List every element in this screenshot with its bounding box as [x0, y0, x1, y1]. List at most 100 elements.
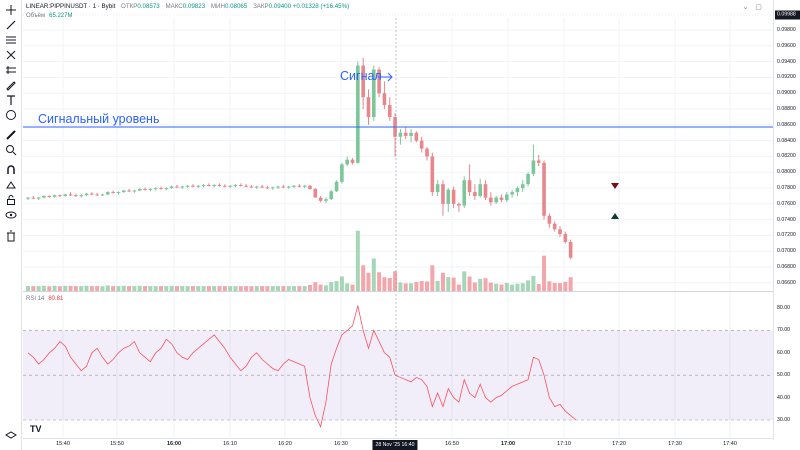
- candle-body: [478, 184, 482, 197]
- time-tick: 16:00: [166, 441, 182, 447]
- ruler-icon[interactable]: [3, 127, 19, 143]
- volume-bar: [26, 286, 30, 291]
- lock-drawings-icon[interactable]: [3, 177, 19, 193]
- candle-body: [74, 195, 78, 197]
- candle-body: [260, 186, 264, 188]
- candle-body: [84, 193, 89, 196]
- volume-bar: [371, 258, 376, 291]
- rsi-tick: 60.00: [777, 349, 790, 356]
- candle-body: [42, 196, 46, 198]
- candle-body: [297, 185, 302, 187]
- volume-bar: [206, 286, 211, 291]
- volume-bar: [260, 286, 265, 291]
- volume-bar: [323, 285, 328, 291]
- open-label: ОТКР: [121, 3, 138, 10]
- crosshair-icon[interactable]: [3, 2, 19, 18]
- candle-body: [31, 197, 36, 199]
- trendline-icon[interactable]: [3, 17, 19, 33]
- price-tick: 0.09600: [777, 42, 796, 49]
- time-tick: 17:40: [723, 441, 737, 447]
- volume-bar: [84, 285, 89, 291]
- volume-bar: [478, 278, 483, 291]
- candle-body: [292, 185, 296, 187]
- volume-bar: [552, 282, 557, 291]
- price-tick: 0.09200: [777, 74, 796, 81]
- pane-separator[interactable]: [23, 291, 773, 292]
- time-axis[interactable]: 15:40 15:50 16:00 16:10 16:20 16:30 16:50 17:00…: [23, 438, 773, 450]
- candle-body: [558, 229, 562, 234]
- volume-bar: [488, 282, 493, 291]
- text-icon[interactable]: [3, 92, 19, 108]
- close-label: ЗАКР: [253, 3, 269, 10]
- volume-bar: [185, 286, 190, 291]
- volume-bar: [95, 286, 100, 291]
- candle-body: [180, 186, 185, 188]
- drawing-toolbar: [0, 0, 22, 450]
- layers-icon[interactable]: [3, 427, 19, 443]
- volume-bar: [568, 277, 573, 291]
- candle-body: [302, 185, 307, 187]
- price-tick: 0.08000: [777, 169, 796, 176]
- price-tick: 0.06800: [777, 264, 796, 270]
- rsi-tick: 70.00: [777, 327, 790, 334]
- candle-body: [212, 184, 216, 186]
- candle-body: [153, 188, 158, 190]
- volume-bar: [531, 275, 536, 291]
- price-tick: 0.09000: [777, 90, 796, 97]
- maximize-icon[interactable]: ▢: [755, 4, 762, 11]
- volume-bar: [73, 286, 78, 291]
- candle-body: [340, 164, 344, 182]
- signal-annotation: Сигнал: [340, 69, 382, 83]
- price-tick: 0.08400: [777, 137, 796, 144]
- fib-icon[interactable]: [3, 32, 19, 48]
- volume-bar: [254, 286, 259, 291]
- candle-body: [414, 132, 419, 141]
- volume-bar: [472, 282, 477, 291]
- volume-bar: [244, 286, 249, 291]
- candle-body: [505, 194, 509, 200]
- volume-bar: [515, 283, 520, 291]
- candle-body: [137, 188, 142, 191]
- candle-body: [350, 159, 355, 163]
- candle-body: [223, 185, 227, 187]
- candle-body: [52, 195, 57, 197]
- price-axis[interactable]: 0.09988 0.09800 0.09600 0.09400 0.09200 0.09…: [773, 0, 800, 440]
- brush-icon[interactable]: [3, 62, 19, 78]
- volume-bar: [440, 272, 445, 291]
- candle-body: [552, 223, 557, 230]
- unlock-icon[interactable]: [3, 192, 19, 208]
- pen-icon[interactable]: [3, 77, 19, 93]
- volume-bar: [153, 286, 158, 291]
- volume-bar: [345, 283, 350, 291]
- symbol-label[interactable]: LINEAR:PIPPINUSDT · 1 · Bybit: [26, 3, 116, 10]
- eye-icon[interactable]: [3, 207, 19, 223]
- candle-body: [63, 194, 68, 197]
- emoji-icon[interactable]: [3, 107, 19, 123]
- volume-bar: [520, 283, 525, 291]
- time-tick: 16:20: [278, 441, 292, 447]
- volume-label: Объём: [26, 13, 46, 19]
- magnet-icon[interactable]: [3, 162, 19, 178]
- volume-bar: [510, 284, 515, 291]
- candle-body: [361, 65, 365, 98]
- candle-body: [446, 189, 451, 204]
- volume-bar: [361, 265, 366, 291]
- zoom-icon[interactable]: [3, 142, 19, 158]
- volume-bar: [302, 286, 307, 291]
- volume-bar: [350, 284, 355, 291]
- candle-body: [318, 197, 323, 201]
- time-tick: 16:50: [445, 441, 459, 447]
- candle-body: [457, 203, 461, 206]
- trash-icon[interactable]: [3, 228, 19, 244]
- minimize-icon[interactable]: ⌄: [742, 4, 749, 11]
- candle-body: [239, 184, 243, 186]
- volume-bar: [169, 285, 174, 291]
- volume-bar: [127, 286, 132, 291]
- candle-body: [148, 188, 153, 190]
- candle-body: [377, 69, 381, 94]
- candle-body: [568, 241, 573, 258]
- volume-bar: [116, 286, 121, 291]
- candle-body: [536, 160, 541, 163]
- pitchfork-icon[interactable]: [3, 47, 19, 63]
